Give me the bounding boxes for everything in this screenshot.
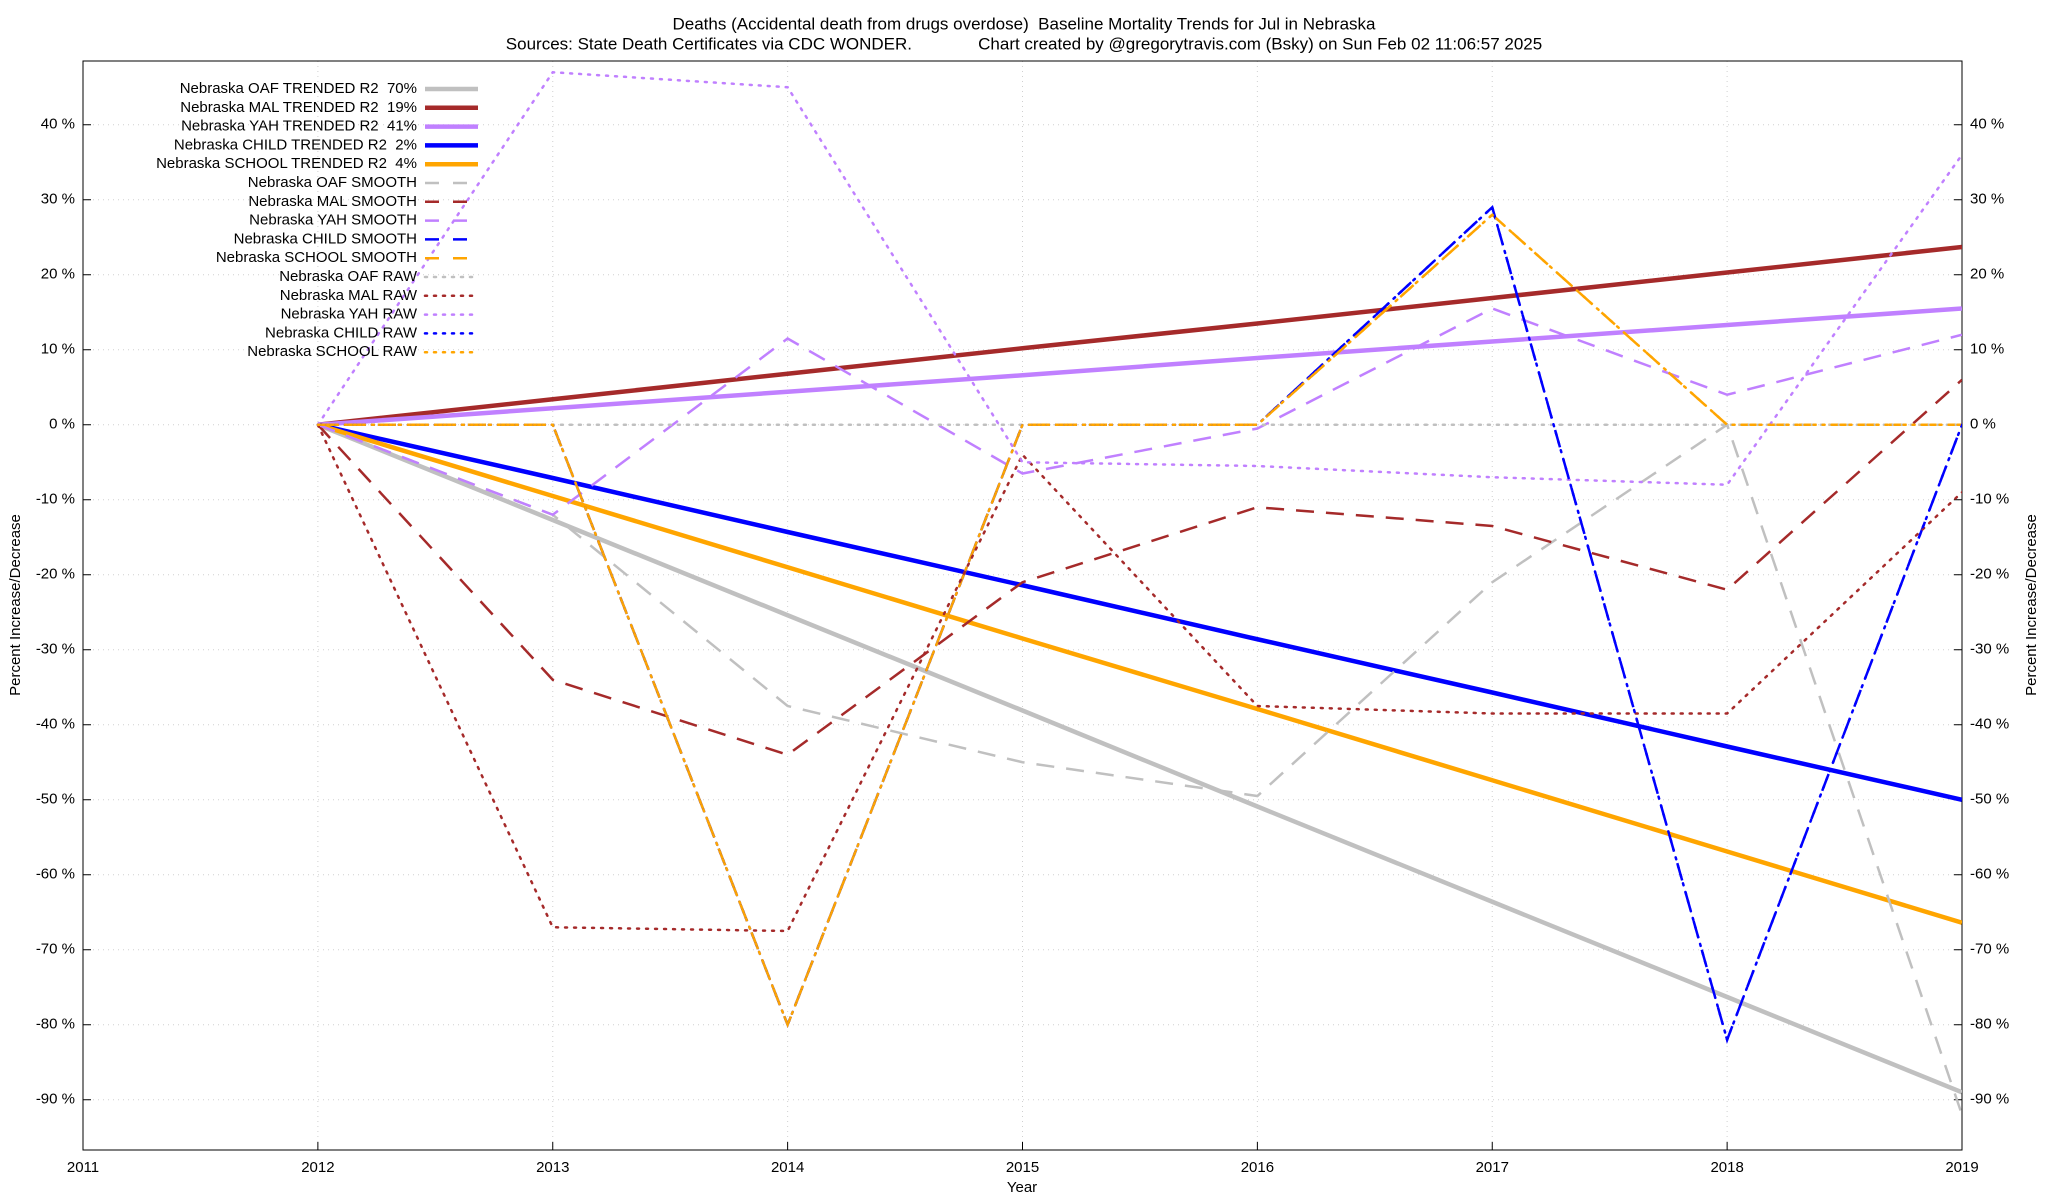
y2-tick-label: -50 % bbox=[1970, 791, 2009, 808]
y-tick-label: 10 % bbox=[41, 341, 75, 358]
x-tick-label: 2014 bbox=[771, 1159, 804, 1176]
legend-label: Nebraska OAF TRENDED R2 70% bbox=[180, 80, 417, 97]
y2-tick-label: -10 % bbox=[1970, 491, 2009, 508]
series-line bbox=[317, 422, 1962, 1095]
x-axis-label: Year bbox=[1007, 1179, 1037, 1196]
y-tick-label: -20 % bbox=[36, 566, 75, 583]
x-tick-label: 2017 bbox=[1476, 1159, 1509, 1176]
y2-tick-label: 10 % bbox=[1970, 341, 2004, 358]
y-tick-label: -10 % bbox=[36, 491, 75, 508]
y-tick-label: -30 % bbox=[36, 641, 75, 658]
y-tick-label: -70 % bbox=[36, 941, 75, 958]
y-tick-label: -50 % bbox=[36, 791, 75, 808]
legend-label: Nebraska YAH TRENDED R2 41% bbox=[181, 118, 417, 135]
y-axis-label: Percent Increase/Decrease bbox=[7, 514, 24, 696]
legend-label: Nebraska MAL SMOOTH bbox=[248, 193, 417, 210]
y2-tick-label: 0 % bbox=[1970, 416, 1996, 433]
chart-subtitle: Sources: State Death Certificates via CD… bbox=[506, 34, 1542, 53]
y2-axis-label: Percent Increase/Decrease bbox=[2023, 514, 2040, 696]
legend-label: Nebraska OAF SMOOTH bbox=[248, 174, 417, 191]
y-tick-label: -40 % bbox=[36, 716, 75, 733]
series-line bbox=[316, 423, 1962, 933]
series-line bbox=[316, 213, 1962, 1029]
plot-frame bbox=[82, 60, 1963, 1151]
y2-tick-label: 40 % bbox=[1970, 116, 2004, 133]
y-tick-label: 0 % bbox=[49, 416, 75, 433]
y2-tick-label: -30 % bbox=[1970, 641, 2009, 658]
y2-tick-label: -20 % bbox=[1970, 566, 2009, 583]
series-line bbox=[317, 204, 1962, 1044]
series-line bbox=[317, 422, 1962, 925]
y2-tick-label: -60 % bbox=[1970, 866, 2009, 883]
y2-tick-label: -90 % bbox=[1970, 1091, 2009, 1108]
legend-label: Nebraska MAL TRENDED R2 19% bbox=[180, 99, 417, 116]
legend-label: Nebraska OAF RAW bbox=[279, 268, 418, 285]
series-line bbox=[317, 307, 1962, 517]
x-tick-label: 2013 bbox=[536, 1159, 569, 1176]
series-line bbox=[317, 422, 1962, 1116]
y-tick-label: 20 % bbox=[41, 266, 75, 283]
x-tick-label: 2019 bbox=[1945, 1159, 1978, 1176]
legend-label: Nebraska SCHOOL RAW bbox=[247, 343, 418, 360]
legend-label: Nebraska SCHOOL SMOOTH bbox=[216, 249, 417, 266]
series-line bbox=[316, 378, 1962, 757]
chart-title: Deaths (Accidental death from drugs over… bbox=[673, 14, 1377, 33]
legend-label: Nebraska SCHOOL TRENDED R2 4% bbox=[156, 155, 417, 172]
y-tick-label: 40 % bbox=[41, 116, 75, 133]
legend-label: Nebraska YAH RAW bbox=[281, 306, 418, 323]
y2-tick-label: 30 % bbox=[1970, 191, 2004, 208]
y-tick-label: -90 % bbox=[36, 1091, 75, 1108]
y-tick-label: -60 % bbox=[36, 866, 75, 883]
y2-tick-label: 20 % bbox=[1970, 266, 2004, 283]
series-line bbox=[316, 204, 1962, 1044]
series-line bbox=[317, 422, 1962, 802]
legend-label: Nebraska CHILD SMOOTH bbox=[234, 230, 417, 247]
legend-label: Nebraska CHILD TRENDED R2 2% bbox=[174, 136, 417, 153]
x-tick-label: 2018 bbox=[1710, 1159, 1743, 1176]
x-tick-label: 2012 bbox=[301, 1159, 334, 1176]
plot-lines bbox=[316, 70, 1962, 1116]
y-tick-label: -80 % bbox=[36, 1016, 75, 1033]
series-line bbox=[316, 70, 1962, 487]
y2-tick-label: -40 % bbox=[1970, 716, 2009, 733]
y2-tick-label: -80 % bbox=[1970, 1016, 2009, 1033]
y-tick-label: 30 % bbox=[41, 191, 75, 208]
legend-label: Nebraska YAH SMOOTH bbox=[249, 212, 417, 229]
legend-label: Nebraska CHILD RAW bbox=[265, 324, 418, 341]
y2-tick-label: -70 % bbox=[1970, 941, 2009, 958]
series-line bbox=[317, 244, 1962, 427]
x-tick-label: 2011 bbox=[67, 1159, 99, 1176]
x-tick-label: 2016 bbox=[1241, 1159, 1274, 1176]
legend-label: Nebraska MAL RAW bbox=[280, 287, 418, 304]
x-tick-label: 2015 bbox=[1006, 1159, 1039, 1176]
series-line bbox=[317, 306, 1962, 427]
